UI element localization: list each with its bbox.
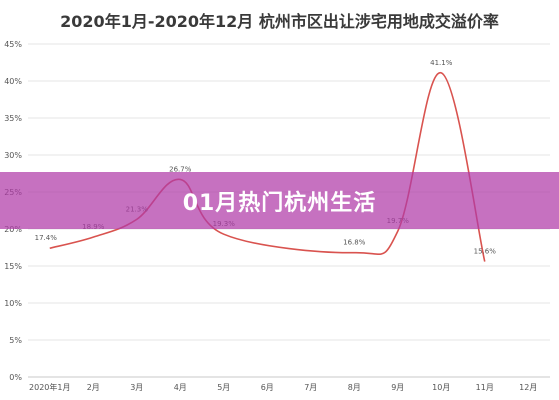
data-label: 15.6% — [474, 248, 497, 256]
x-tick-label: 12月 — [519, 383, 537, 392]
chart-title: 2020年1月-2020年12月 杭州市区出让涉宅用地成交溢价率 — [60, 12, 499, 31]
data-label: 17.4% — [35, 234, 58, 242]
y-tick-label: 30% — [4, 151, 22, 160]
y-tick-label: 45% — [4, 40, 22, 49]
y-tick-label: 20% — [4, 225, 22, 234]
x-tick-label: 6月 — [261, 383, 274, 392]
banner-title: 01月热门杭州生活 — [182, 190, 377, 216]
y-tick-label: 10% — [4, 299, 22, 308]
banner-background — [0, 172, 559, 229]
y-tick-label: 15% — [4, 262, 22, 271]
x-tick-label: 8月 — [348, 383, 361, 392]
y-tick-label: 35% — [4, 114, 22, 123]
grid-lines — [28, 43, 550, 378]
y-tick-label: 0% — [9, 373, 22, 382]
x-tick-label: 9月 — [391, 383, 404, 392]
data-label: 41.1% — [430, 59, 453, 67]
x-tick-label: 3月 — [130, 383, 143, 392]
x-tick-label: 4月 — [174, 383, 187, 392]
data-label: 16.8% — [343, 239, 366, 247]
x-tick-label: 11月 — [476, 383, 494, 392]
series-line-layer — [49, 72, 486, 262]
series-line — [49, 72, 486, 262]
x-tick-label: 10月 — [432, 383, 450, 392]
y-tick-label: 40% — [4, 77, 22, 86]
y-tick-label: 5% — [9, 336, 22, 345]
x-tick-label: 7月 — [304, 383, 317, 392]
x-tick-label: 2020年1月 — [29, 382, 70, 392]
data-label: 26.7% — [169, 165, 192, 173]
x-tick-label: 2月 — [87, 383, 100, 392]
x-tick-label: 5月 — [217, 383, 230, 392]
promo-banner[interactable]: 01月热门杭州生活 — [0, 172, 559, 229]
